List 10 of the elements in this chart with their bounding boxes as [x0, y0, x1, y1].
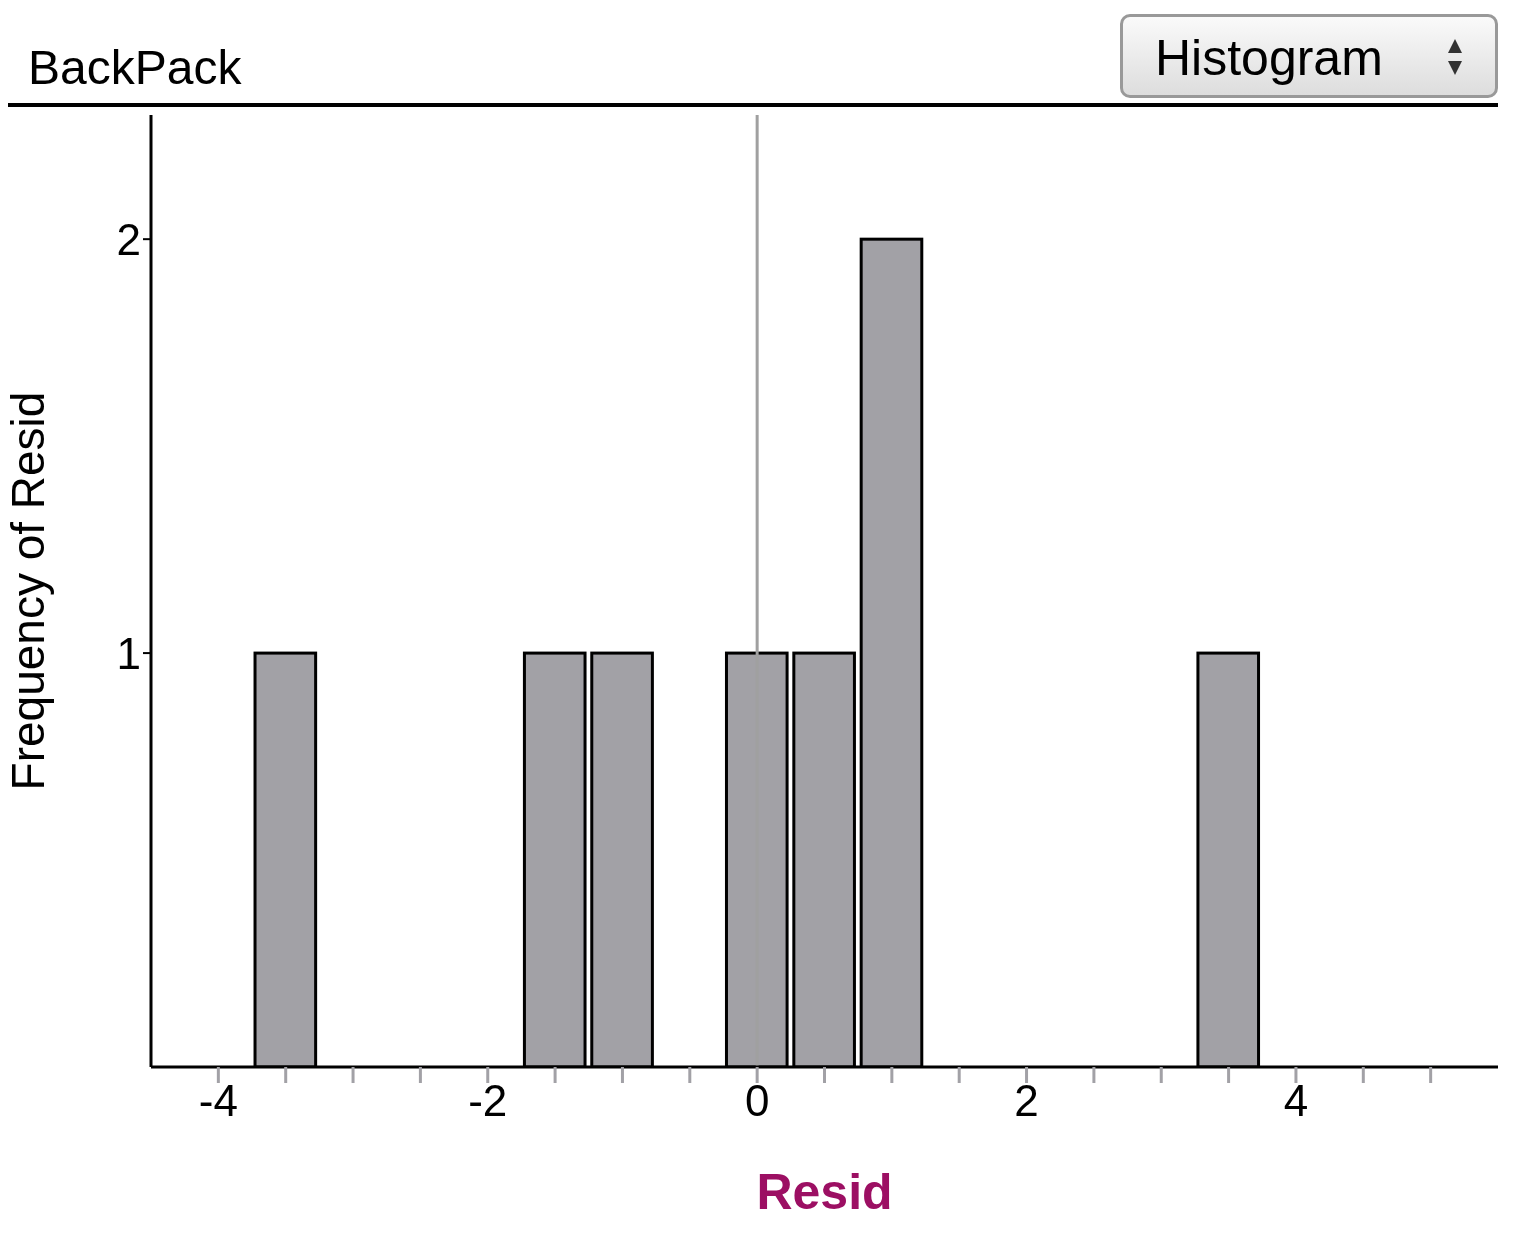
- x-tick-label: -2: [468, 1076, 508, 1126]
- x-tick-label: -4: [198, 1076, 238, 1126]
- x-tick-label: 0: [744, 1076, 770, 1126]
- y-axis-title: Frequency of Resid: [2, 391, 55, 791]
- x-axis-title: Resid: [756, 1164, 893, 1220]
- dropdown-field: Histogram: [1120, 14, 1498, 98]
- y-tick-label: 1: [116, 628, 141, 678]
- x-tick-label: 2: [1014, 1076, 1039, 1126]
- chart-title: BackPack: [28, 40, 242, 95]
- x-tick-label: 4: [1283, 1076, 1309, 1126]
